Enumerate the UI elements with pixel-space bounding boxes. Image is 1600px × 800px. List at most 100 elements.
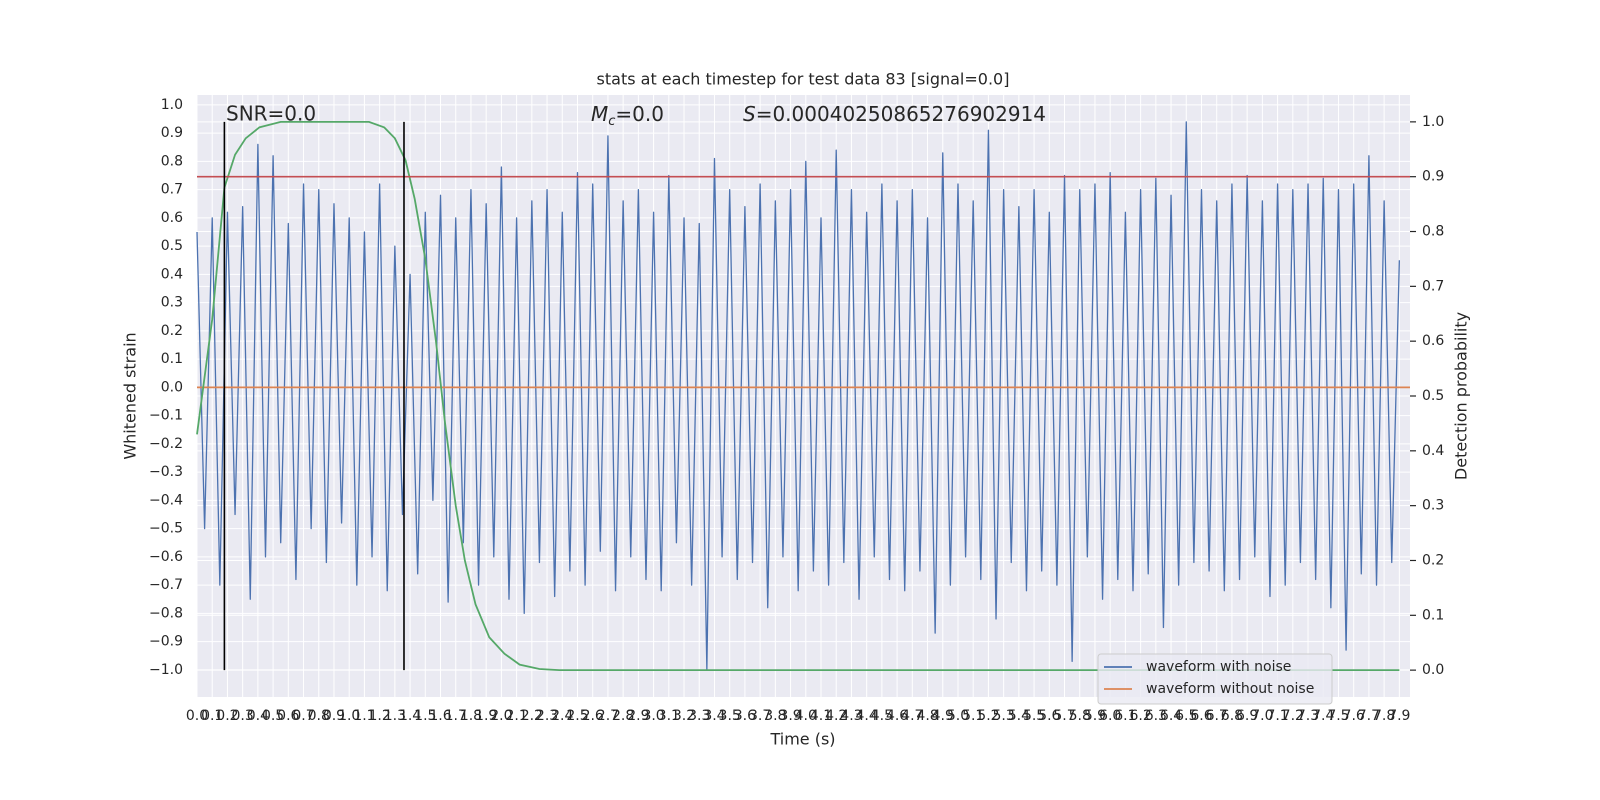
x-tick-label: 7.1 (1266, 708, 1288, 724)
x-tick-label: 2.8 (612, 708, 634, 724)
y2-tick-label: 0.0 (1422, 662, 1444, 678)
y2-axis-label: Detection probability (1452, 312, 1471, 480)
legend-label: waveform without noise (1146, 681, 1314, 697)
mc-annotation: Mc=0.0 (591, 102, 664, 129)
x-tick-label: 4.5 (871, 708, 893, 724)
x-tick-label: 6.5 (1175, 708, 1197, 724)
y-tick-label: 0.7 (161, 182, 183, 198)
s-annotation: S=0.00040250865276902914 (743, 102, 1046, 126)
y-axis-label: Whitened strain (121, 332, 140, 459)
y-tick-label: −0.7 (149, 577, 183, 593)
x-tick-label: 6.8 (1221, 708, 1243, 724)
y-tick-label: −0.8 (149, 605, 183, 621)
x-tick-label: 4.8 (916, 708, 938, 724)
x-tick-label: 3.0 (642, 708, 664, 724)
y-tick-label: 0.9 (161, 125, 183, 141)
y-tick-label: 0.3 (161, 295, 183, 311)
x-tick-label: 5.0 (947, 708, 969, 724)
x-tick-label: 0.0 (186, 708, 208, 724)
x-tick-label: 6.3 (1145, 708, 1167, 724)
x-tick-label: 0.2 (216, 708, 238, 724)
x-tick-label: 2.4 (551, 708, 573, 724)
x-tick-label: 7.0 (1251, 708, 1273, 724)
y-tick-label: −0.4 (149, 492, 183, 508)
y-tick-label: −0.3 (149, 464, 183, 480)
y-tick-label: 1.0 (161, 97, 183, 113)
x-tick-label: 5.3 (993, 708, 1015, 724)
x-tick-label: 5.6 (1038, 708, 1060, 724)
x-tick-label: 6.4 (1160, 708, 1182, 724)
y-tick-label: 0.1 (161, 351, 183, 367)
x-tick-label: 0.1 (201, 708, 223, 724)
x-tick-label: 0.7 (292, 708, 314, 724)
y2-tick-label: 0.8 (1422, 224, 1444, 240)
x-tick-label: 3.5 (719, 708, 741, 724)
x-tick-label: 7.3 (1297, 708, 1319, 724)
x-tick-label: 0.9 (323, 708, 345, 724)
y-tick-label: −0.2 (149, 436, 183, 452)
x-tick-label: 3.4 (703, 708, 725, 724)
legend-label: waveform with noise (1146, 659, 1291, 675)
x-tick-label: 6.6 (1190, 708, 1212, 724)
mc-text: =0.0 (615, 102, 664, 126)
y-tick-label: −0.6 (149, 549, 183, 565)
x-axis-label: Time (s) (769, 730, 835, 749)
x-tick-label: 4.4 (856, 708, 878, 724)
x-tick-label: 3.6 (734, 708, 756, 724)
x-tick-label: 6.2 (1129, 708, 1151, 724)
x-tick-label: 2.5 (566, 708, 588, 724)
x-tick-label: 7.2 (1282, 708, 1304, 724)
x-tick-label: 1.0 (338, 708, 360, 724)
x-tick-label: 3.3 (688, 708, 710, 724)
y2-tick-label: 0.3 (1422, 498, 1444, 514)
x-tick-label: 7.5 (1327, 708, 1349, 724)
x-tick-label: 5.7 (1053, 708, 1075, 724)
x-tick-label: 4.6 (886, 708, 908, 724)
x-tick-label: 0.8 (308, 708, 330, 724)
y2-tick-label: 0.6 (1422, 333, 1444, 349)
x-tick-label: 6.1 (1114, 708, 1136, 724)
y-tick-label: 0.0 (161, 379, 183, 395)
x-tick-label: 2.1 (505, 708, 527, 724)
x-tick-label: 1.3 (384, 708, 406, 724)
x-tick-label: 2.7 (597, 708, 619, 724)
y-tick-label: 0.8 (161, 153, 183, 169)
y-tick-label: 0.2 (161, 323, 183, 339)
x-tick-label: 5.8 (1069, 708, 1091, 724)
y-tick-label: 0.4 (161, 266, 183, 282)
x-tick-label: 2.2 (521, 708, 543, 724)
y2-tick-label: 0.7 (1422, 278, 1444, 294)
x-tick-label: 1.1 (353, 708, 375, 724)
s-text: =0.00040250865276902914 (756, 102, 1046, 126)
probability-line (196, 120, 1400, 672)
x-tick-label: 7.4 (1312, 708, 1334, 724)
y2-tick-label: 0.2 (1422, 552, 1444, 568)
x-tick-label: 3.2 (673, 708, 695, 724)
x-tick-label: 4.3 (840, 708, 862, 724)
x-tick-label: 5.4 (1008, 708, 1030, 724)
x-tick-label: 3.9 (779, 708, 801, 724)
x-tick-label: 3.7 (749, 708, 771, 724)
legend-box (1097, 653, 1333, 705)
x-tick-label: 4.7 (901, 708, 923, 724)
x-tick-label: 7.6 (1343, 708, 1365, 724)
x-tick-label: 3.8 (764, 708, 786, 724)
x-tick-label: 5.2 (977, 708, 999, 724)
x-tick-label: 0.6 (277, 708, 299, 724)
y2-tick-label: 1.0 (1422, 114, 1444, 130)
y-tick-label: 0.6 (161, 210, 183, 226)
x-tick-label: 1.7 (445, 708, 467, 724)
x-tick-label: 5.1 (962, 708, 984, 724)
x-tick-label: 6.0 (1099, 708, 1121, 724)
series-line (196, 121, 1400, 671)
x-tick-label: 7.7 (1358, 708, 1380, 724)
x-tick-label: 2.9 (627, 708, 649, 724)
s-symbol: S (743, 102, 756, 126)
y2-tick-label: 0.5 (1422, 388, 1444, 404)
y2-tick-label: 0.1 (1422, 607, 1444, 623)
x-tick-label: 3.1 (658, 708, 680, 724)
x-tick-label: 0.4 (247, 708, 269, 724)
x-tick-label: 4.2 (825, 708, 847, 724)
x-tick-label: 5.9 (1084, 708, 1106, 724)
y-tick-label: −1.0 (149, 662, 183, 678)
